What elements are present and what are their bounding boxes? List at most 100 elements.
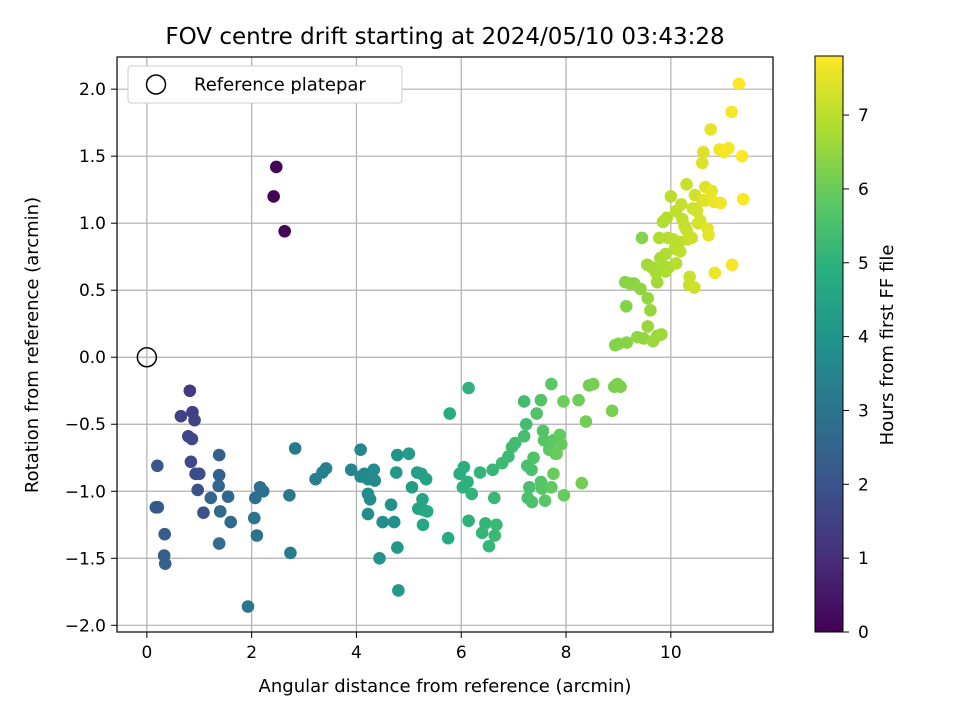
data-point [197, 506, 210, 520]
data-point [387, 515, 401, 529]
data-point [635, 231, 649, 245]
data-point [535, 482, 549, 495]
data-point [376, 515, 389, 529]
data-point [488, 529, 502, 542]
data-point [517, 430, 531, 443]
data-point [644, 304, 657, 317]
data-point [659, 247, 672, 261]
data-point [367, 463, 381, 477]
chart-title: FOV centre drift starting at 2024/05/10 … [165, 24, 724, 50]
data-point [641, 320, 655, 333]
data-point [660, 211, 673, 225]
data-point [486, 463, 499, 477]
data-point [641, 291, 655, 305]
data-point [188, 413, 201, 427]
data-point [278, 224, 291, 238]
data-point [354, 443, 367, 457]
data-point [191, 483, 204, 497]
y-tick-label: 1.5 [79, 147, 106, 167]
data-point [614, 380, 627, 394]
data-point [538, 494, 552, 507]
data-point [557, 395, 570, 408]
data-point [547, 467, 560, 481]
x-tick-label: 4 [351, 643, 362, 663]
data-point [517, 395, 531, 408]
data-point [416, 518, 430, 532]
data-point [368, 474, 382, 487]
data-point [420, 505, 434, 518]
data-point [185, 432, 199, 446]
data-point [579, 415, 593, 428]
y-tick-label: 0.0 [79, 348, 106, 368]
data-point [527, 451, 540, 465]
colorbar-ticks: 0 1 2 3 4 5 6 7 [843, 106, 869, 643]
data-point [697, 145, 710, 159]
data-point [619, 300, 633, 313]
colorbar-tick-label: 6 [858, 180, 869, 200]
data-point [192, 467, 206, 481]
data-point [545, 480, 558, 494]
data-point [457, 460, 471, 474]
data-point [683, 270, 696, 284]
colorbar-tick-label: 2 [858, 475, 869, 495]
x-tick-label: 0 [141, 643, 152, 663]
legend-marker-icon [145, 74, 167, 95]
data-point [212, 537, 226, 550]
data-point [519, 417, 533, 431]
data-point [708, 266, 722, 280]
data-point [441, 531, 455, 545]
data-point [344, 463, 358, 477]
data-point [688, 281, 701, 294]
data-point [732, 77, 746, 91]
data-point [653, 231, 666, 245]
colorbar-label: Hours from first FF file [877, 245, 898, 446]
data-point [416, 493, 429, 506]
data-point [373, 551, 386, 565]
legend-label: Reference platepar [194, 75, 366, 96]
data-point [545, 377, 558, 391]
data-point [183, 384, 197, 398]
y-tick-label: 0.5 [79, 281, 106, 301]
data-point [673, 245, 687, 258]
data-point [392, 584, 405, 597]
data-point [456, 480, 470, 494]
x-tick-label: 10 [660, 643, 682, 663]
data-point [664, 190, 678, 203]
data-point [391, 541, 404, 554]
data-point [675, 198, 688, 211]
data-point [384, 498, 398, 511]
data-point [490, 518, 503, 532]
data-point [634, 282, 647, 296]
data-point [523, 480, 536, 494]
data-point [405, 480, 419, 494]
data-point [555, 438, 568, 451]
data-point [725, 258, 739, 272]
data-point [680, 223, 693, 237]
data-point [534, 393, 548, 407]
reference-marker [136, 346, 158, 368]
data-point [283, 488, 296, 502]
data-points [149, 77, 750, 613]
data-point [572, 393, 585, 407]
colorbar-tick-label: 0 [858, 623, 869, 643]
data-point [363, 493, 377, 506]
data-point [212, 448, 226, 462]
data-point [212, 468, 226, 482]
plot-area: 0 2 4 6 8 10 −2.0 −1.5 −1.0 −0.5 0.0 0.5 1.0 1.5 2.0 [65, 56, 774, 663]
data-point [714, 196, 727, 210]
colorbar-gradient [814, 55, 844, 633]
data-point [250, 529, 264, 542]
data-point [443, 407, 457, 420]
data-point [256, 484, 270, 498]
data-point [267, 190, 280, 203]
legend: Reference platepar [127, 65, 403, 104]
y-axis-ticks: −2.0 −1.5 −1.0 −0.5 0.0 0.5 1.0 1.5 2.0 [65, 80, 117, 636]
data-point [158, 557, 172, 570]
data-point [650, 275, 664, 289]
data-point [473, 466, 487, 479]
data-point [212, 479, 225, 493]
data-point [575, 476, 589, 490]
x-tick-label: 2 [246, 643, 257, 663]
data-point [525, 495, 539, 509]
